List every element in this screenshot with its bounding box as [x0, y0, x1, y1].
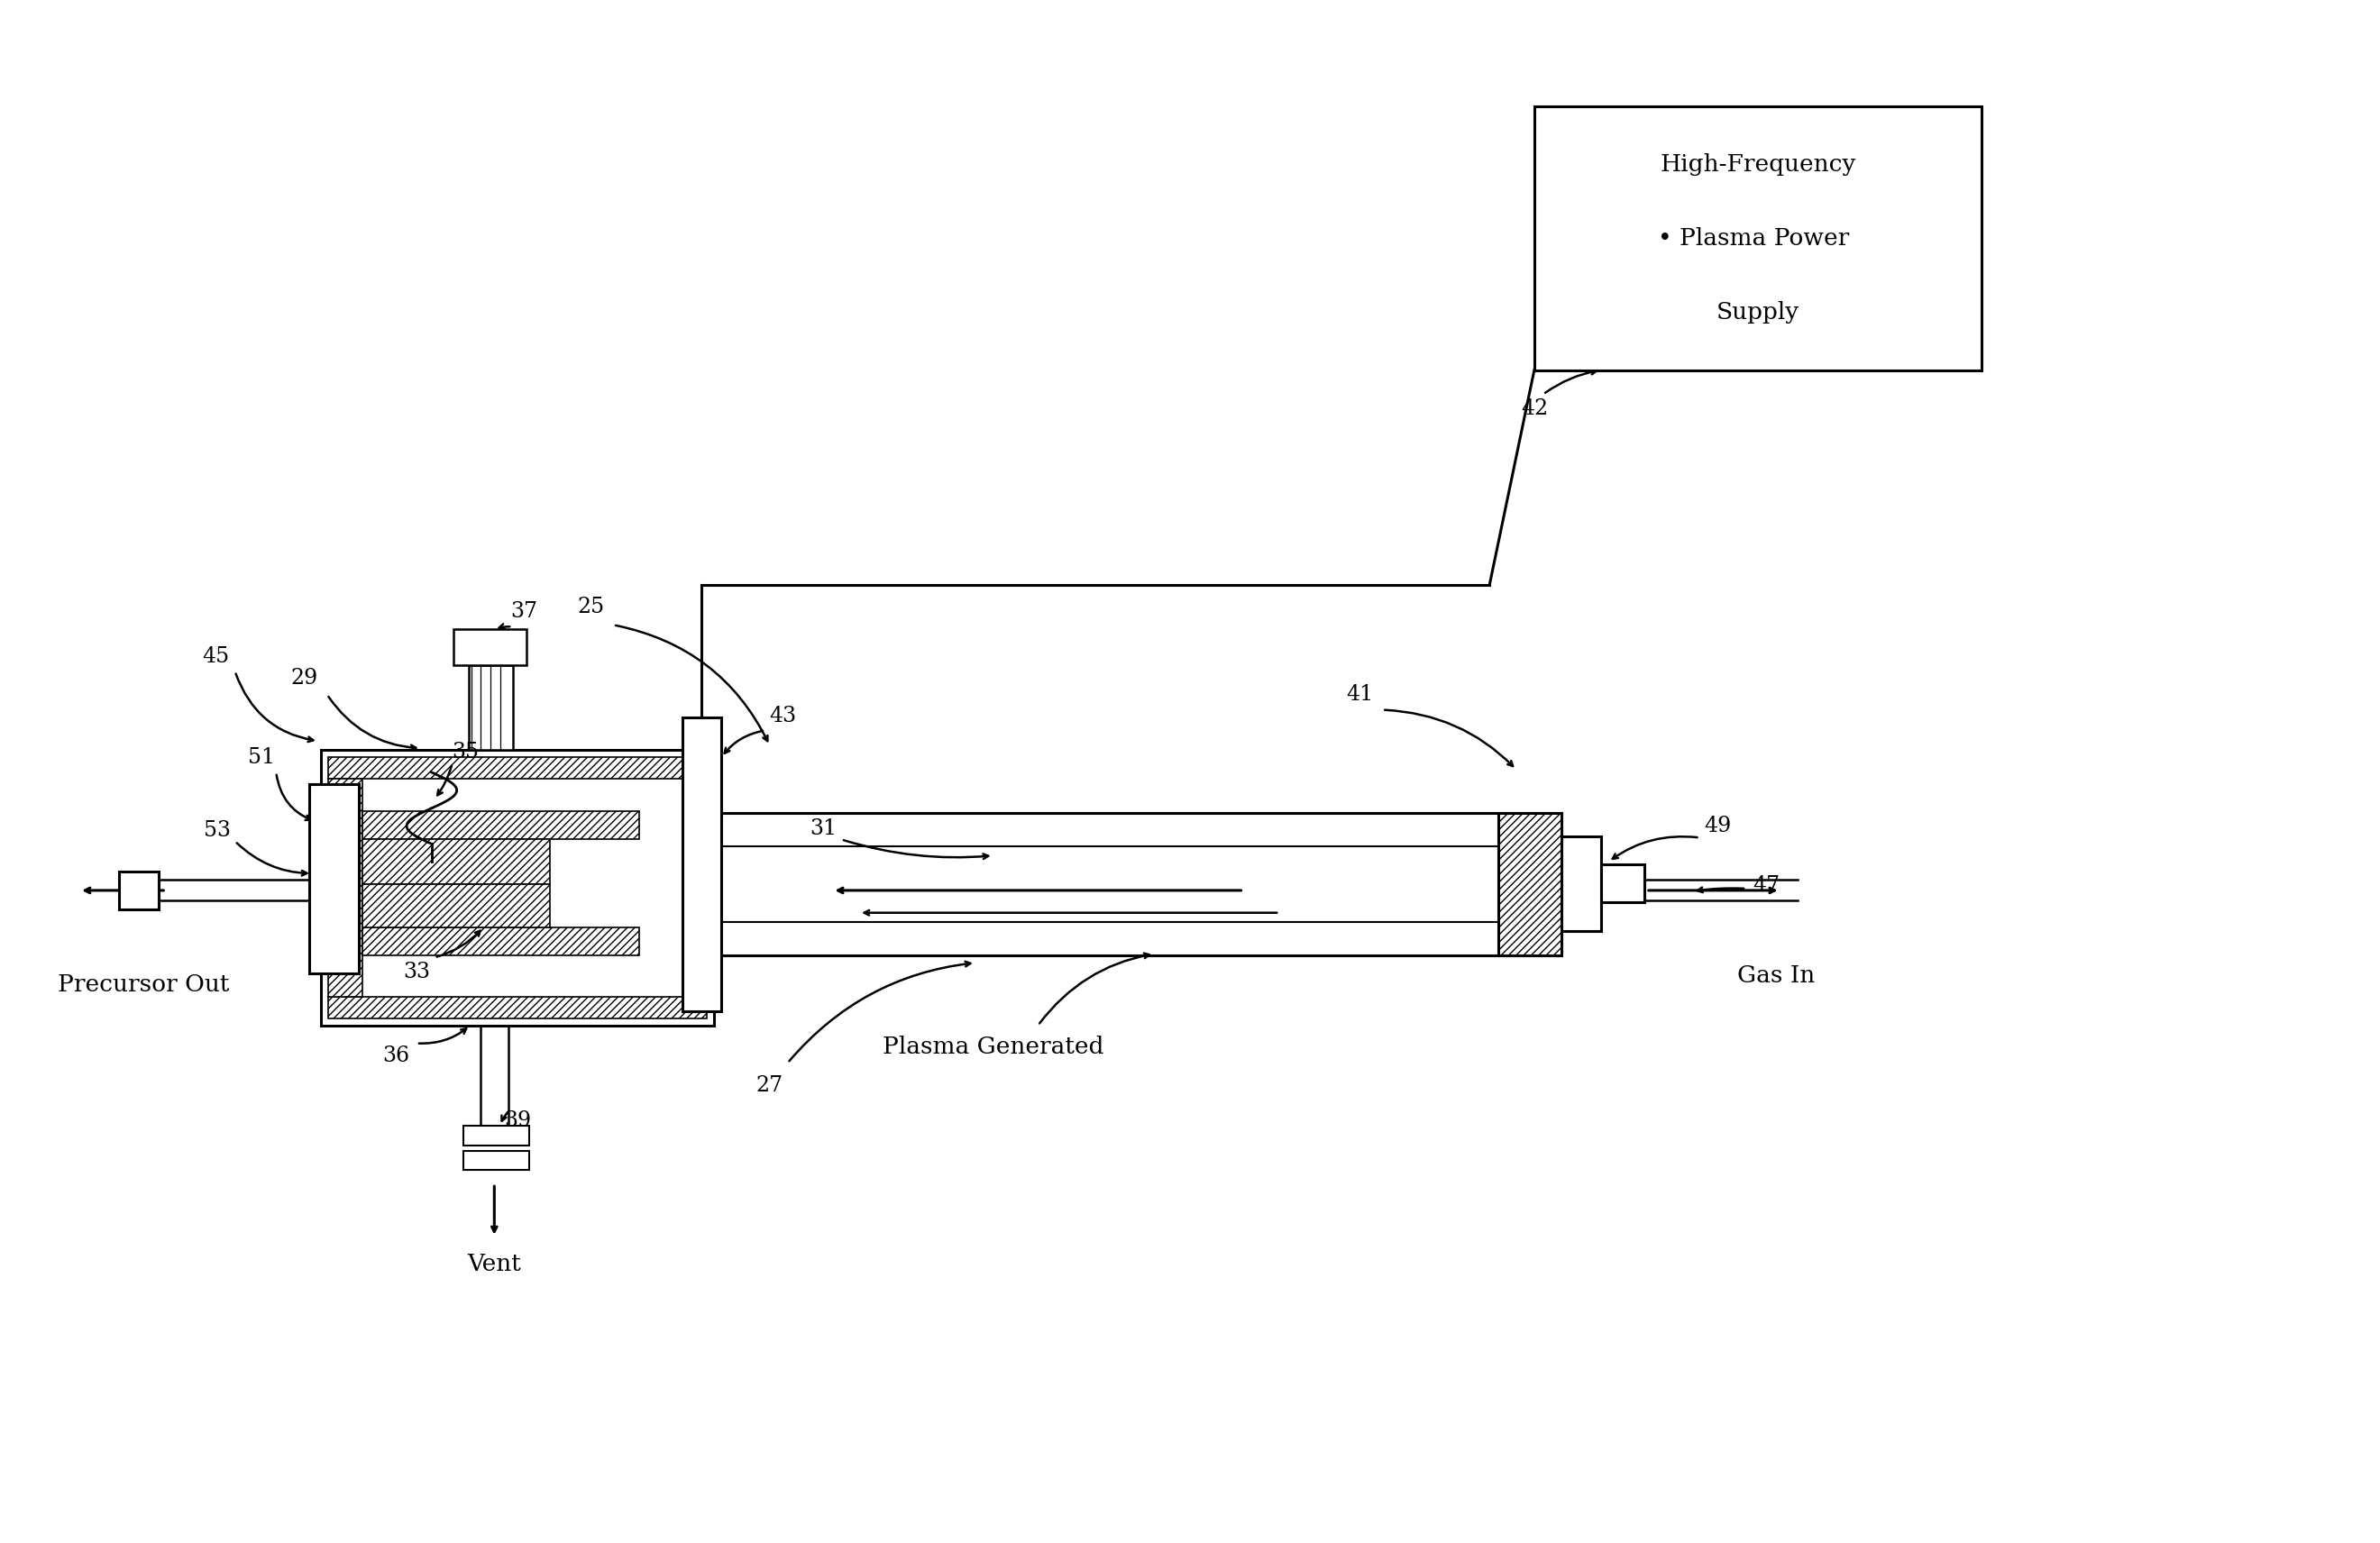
Text: High-Frequency: High-Frequency	[1659, 153, 1856, 176]
Bar	[1499, 813, 1561, 955]
Text: Vent: Vent	[466, 1253, 521, 1276]
Bar	[362, 927, 640, 955]
Bar	[469, 665, 514, 750]
Text: 33: 33	[402, 961, 431, 981]
Bar	[321, 750, 714, 1026]
Text: 51: 51	[248, 747, 276, 767]
Text: 45: 45	[202, 647, 228, 667]
Text: 31: 31	[809, 818, 838, 839]
Text: Precursor Out: Precursor Out	[57, 974, 228, 995]
Text: 36: 36	[383, 1046, 409, 1066]
Bar	[328, 779, 362, 997]
Text: 42: 42	[1521, 398, 1547, 418]
Bar	[1535, 106, 1983, 370]
Bar	[464, 1125, 528, 1145]
Bar	[464, 1151, 528, 1170]
Bar	[362, 839, 550, 884]
Text: Supply: Supply	[1716, 301, 1799, 324]
Text: 35: 35	[452, 742, 478, 762]
Text: 49: 49	[1704, 816, 1730, 836]
Bar	[309, 784, 359, 974]
Bar	[1602, 864, 1645, 903]
Text: • Plasma Power: • Plasma Power	[1659, 227, 1849, 250]
Text: Plasma Generated: Plasma Generated	[883, 1035, 1104, 1058]
Bar	[683, 717, 721, 1011]
Text: 25: 25	[578, 597, 605, 617]
Bar	[1561, 836, 1602, 930]
Bar	[362, 810, 640, 839]
Bar	[328, 758, 707, 779]
Text: 29: 29	[290, 668, 319, 688]
Text: 43: 43	[769, 705, 797, 727]
Text: 39: 39	[505, 1111, 531, 1131]
Text: 53: 53	[205, 821, 231, 841]
Text: 37: 37	[509, 602, 538, 622]
Bar	[119, 872, 159, 909]
Bar	[362, 884, 550, 927]
Text: 41: 41	[1347, 684, 1373, 705]
Text: Gas In: Gas In	[1737, 964, 1814, 986]
Bar	[452, 630, 526, 665]
Text: 27: 27	[757, 1075, 783, 1096]
Text: 47: 47	[1754, 875, 1780, 896]
Bar	[328, 997, 707, 1018]
Bar	[716, 813, 1561, 955]
